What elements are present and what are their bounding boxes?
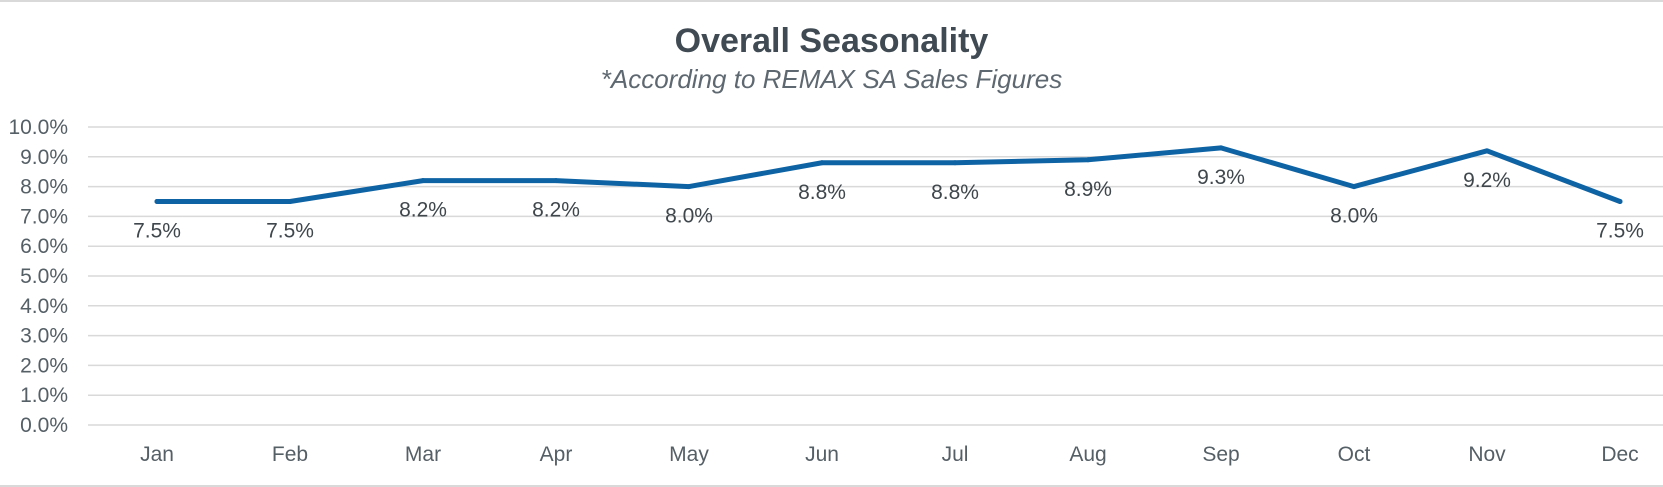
x-tick-label: Mar (405, 443, 441, 466)
data-label: 8.0% (1330, 205, 1378, 228)
y-tick-label: 3.0% (20, 325, 68, 348)
data-label: 9.2% (1463, 169, 1511, 192)
data-label: 7.5% (266, 220, 314, 243)
data-point (420, 178, 426, 184)
x-tick-label: Dec (1601, 443, 1638, 466)
data-label: 7.5% (133, 220, 181, 243)
gridlines (88, 126, 1663, 426)
data-labels: 7.5% 7.5% 8.2% 8.2% 8.0% 8.8% 8.8% 8.9% 9.3% 8.0%… (133, 166, 1644, 243)
x-tick-label: Jan (140, 443, 174, 466)
data-point (154, 199, 160, 204)
data-point (287, 199, 293, 204)
data-point (553, 178, 559, 184)
x-tick-label: Sep (1202, 443, 1239, 466)
series-layer (154, 145, 1623, 204)
data-point (1351, 184, 1357, 190)
series-line (154, 145, 1623, 204)
y-axis-ticks: 0.0% 1.0% 2.0% 3.0% 4.0% 5.0% 6.0% 7.0% 8.0% 9.0%… (8, 116, 68, 437)
x-tick-label: Feb (272, 443, 308, 466)
y-tick-label: 4.0% (20, 295, 68, 318)
data-point (952, 160, 958, 166)
x-axis-ticks: Jan Feb Mar Apr May Jun Jul Aug Sep Oct Nov Dec (140, 443, 1639, 466)
y-tick-label: 8.0% (20, 176, 68, 199)
y-tick-label: 10.0% (8, 116, 68, 139)
data-point (1085, 157, 1091, 163)
y-tick-label: 7.0% (20, 205, 68, 228)
y-tick-label: 0.0% (20, 414, 68, 437)
data-label: 8.8% (798, 181, 846, 204)
x-tick-label: Jun (805, 443, 839, 466)
chart-subtitle: *According to REMAX SA Sales Figures (600, 64, 1063, 94)
data-label: 8.2% (532, 199, 580, 222)
y-tick-label: 2.0% (20, 354, 68, 377)
data-label: 8.9% (1064, 178, 1112, 201)
data-label: 8.0% (665, 205, 713, 228)
x-tick-label: Nov (1468, 443, 1506, 466)
data-label: 7.5% (1596, 220, 1644, 243)
data-point (1218, 145, 1224, 151)
data-point (1617, 199, 1623, 204)
data-point (686, 184, 692, 190)
x-tick-label: May (669, 443, 709, 466)
y-tick-label: 5.0% (20, 265, 68, 288)
data-point (1484, 148, 1490, 154)
y-tick-label: 1.0% (20, 384, 68, 407)
data-label: 8.2% (399, 199, 447, 222)
x-tick-label: Oct (1338, 443, 1371, 466)
data-label: 9.3% (1197, 166, 1245, 189)
x-tick-label: Jul (942, 443, 969, 466)
chart-title: Overall Seasonality (674, 22, 989, 60)
y-tick-label: 6.0% (20, 235, 68, 258)
x-tick-label: Apr (540, 443, 573, 466)
data-point (819, 160, 825, 166)
data-label: 8.8% (931, 181, 979, 204)
x-tick-label: Aug (1069, 443, 1106, 466)
y-tick-label: 9.0% (20, 146, 68, 169)
